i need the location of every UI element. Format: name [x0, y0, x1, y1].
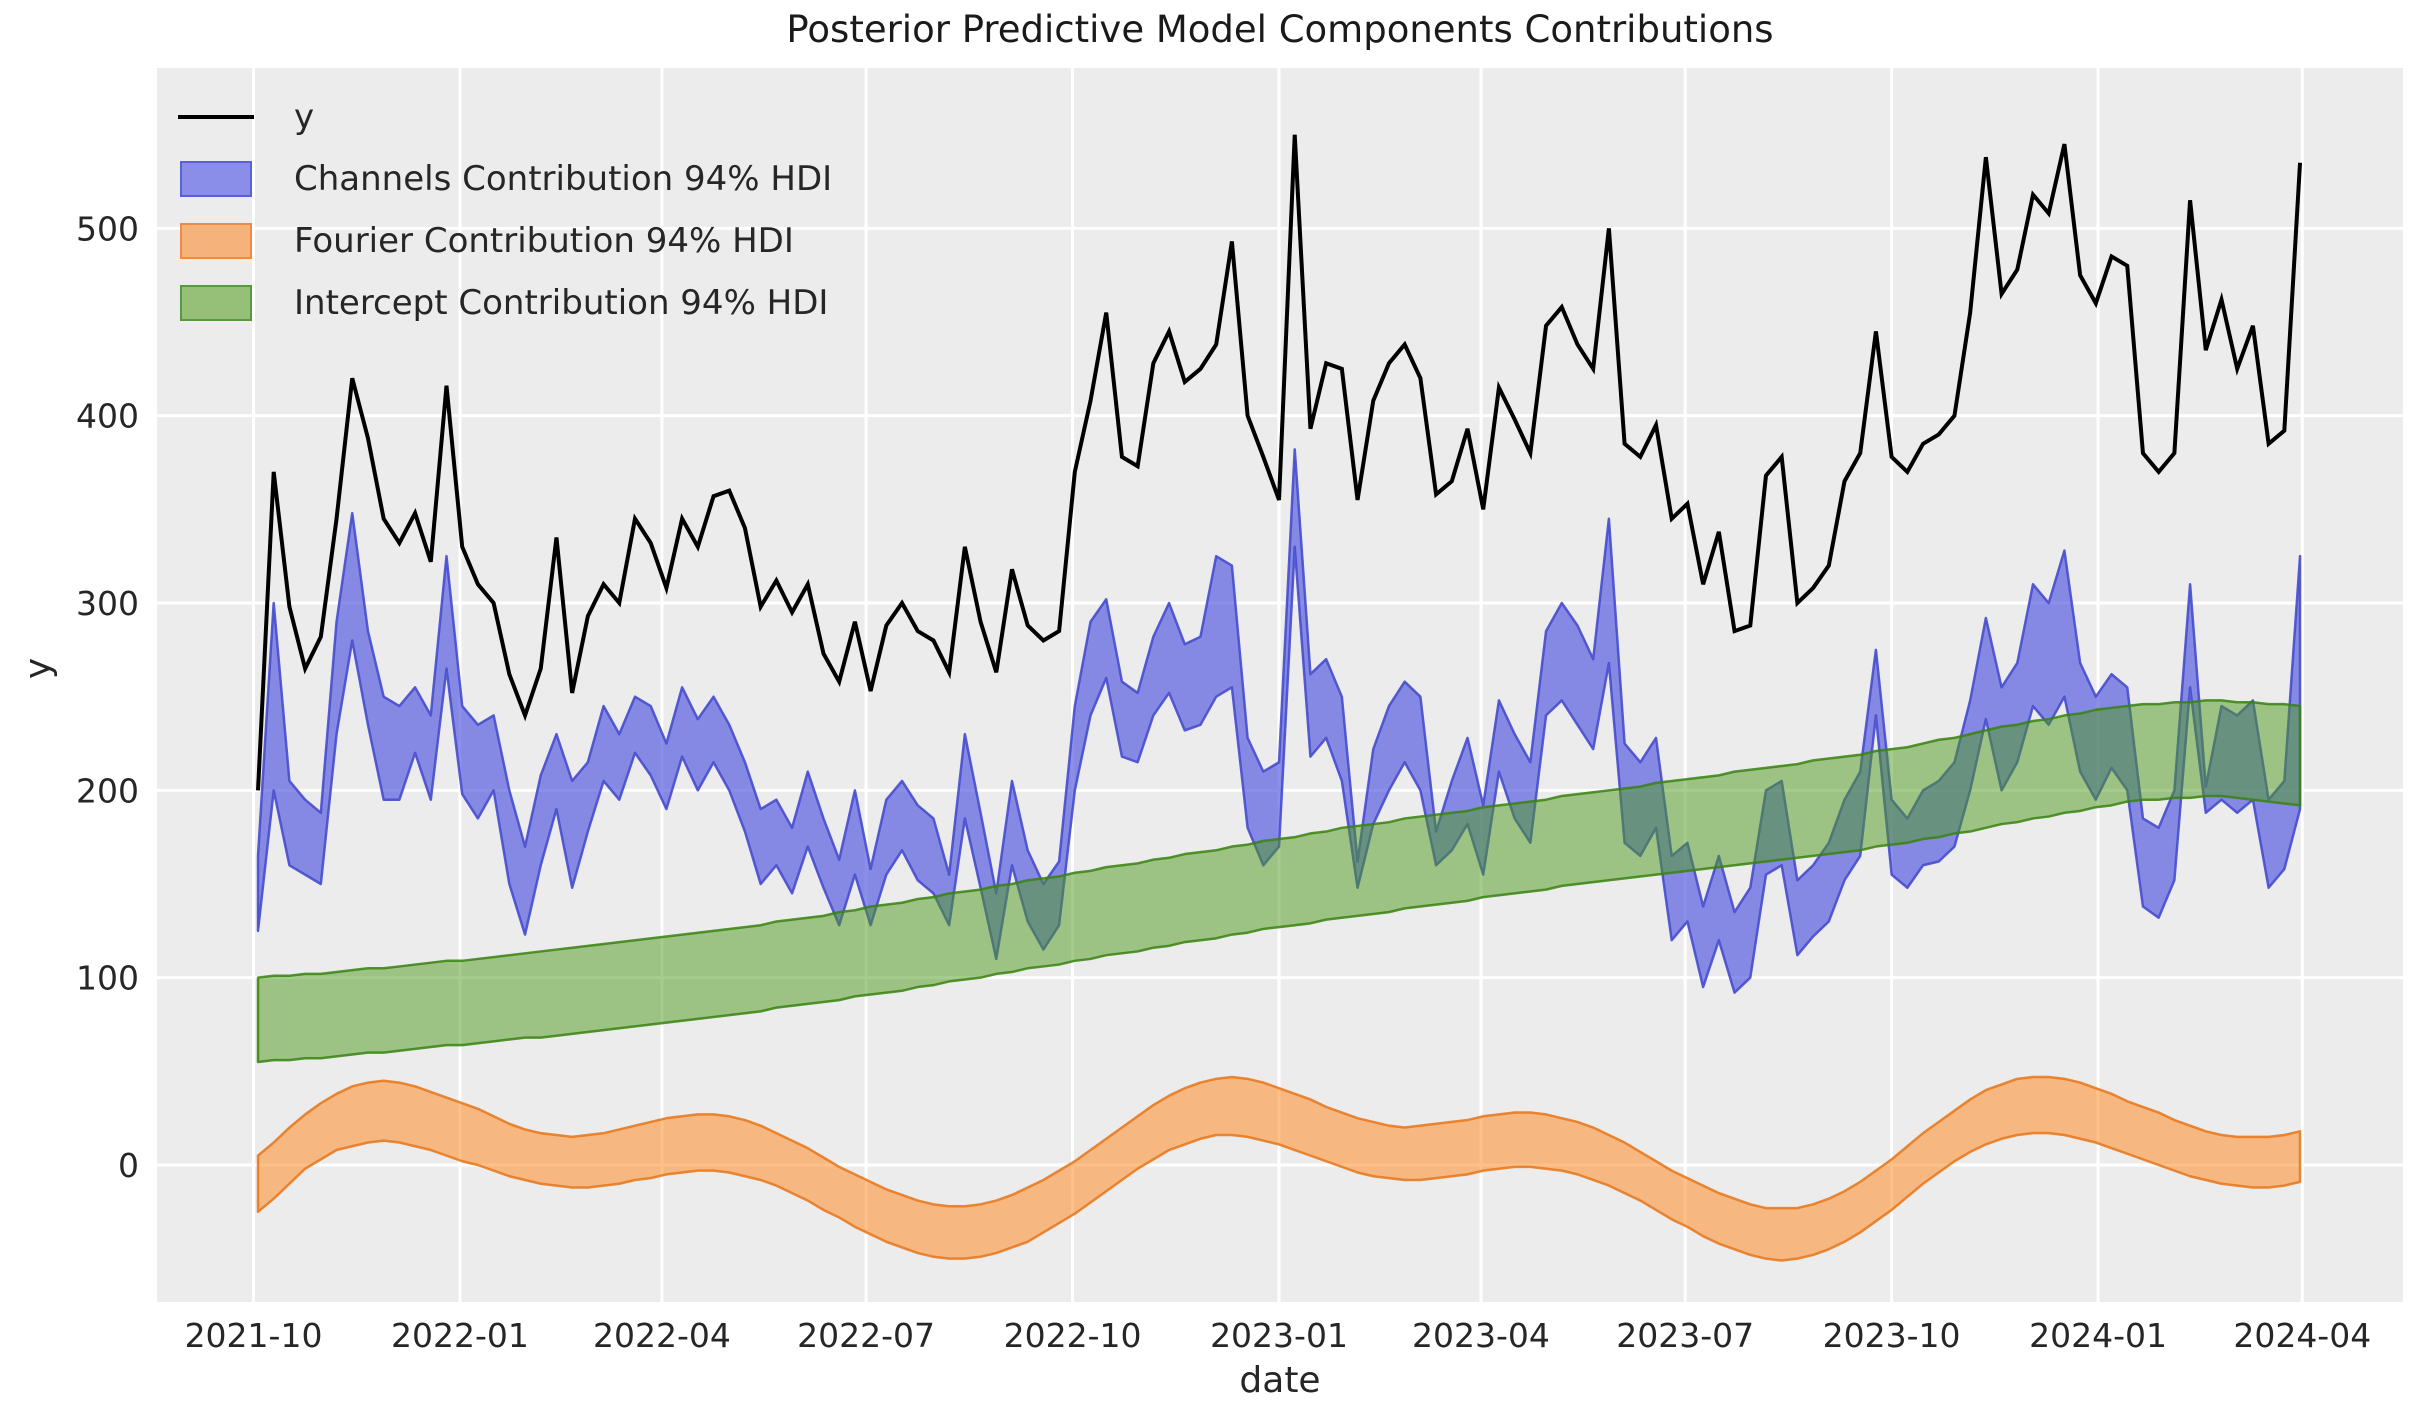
intercept-swatch	[178, 285, 254, 321]
fourier-swatch	[178, 223, 254, 259]
legend-item-intercept: Intercept Contribution 94% HDI	[178, 272, 832, 334]
y-tick-label: 400	[76, 397, 139, 436]
y-tick-label: 0	[118, 1146, 139, 1185]
legend-label: Intercept Contribution 94% HDI	[294, 283, 829, 323]
x-tick-label: 2023-10	[1823, 1316, 1961, 1355]
x-axis-label: date	[1239, 1360, 1321, 1401]
x-tick-label: 2022-04	[593, 1316, 731, 1355]
channels-swatch	[178, 161, 254, 197]
y-line-swatch	[178, 115, 254, 119]
y-line	[256, 134, 2303, 791]
x-tick-label: 2024-04	[2233, 1316, 2371, 1355]
tick-labels: 0 100 200 300 400 500 2021-10 2022-01 2022-04 202…	[76, 209, 2371, 1355]
legend-item-channels: Channels Contribution 94% HDI	[178, 148, 832, 210]
legend-label: Channels Contribution 94% HDI	[294, 159, 833, 199]
intercept-band	[256, 699, 2302, 1064]
legend-item-fourier: Fourier Contribution 94% HDI	[178, 210, 832, 272]
x-tick-label: 2024-01	[2029, 1316, 2167, 1355]
x-tick-label: 2022-07	[797, 1316, 935, 1355]
y-tick-label: 200	[76, 771, 139, 810]
fourier-band	[256, 1075, 2302, 1262]
legend-label: Fourier Contribution 94% HDI	[294, 221, 794, 261]
x-tick-label: 2023-04	[1412, 1316, 1550, 1355]
x-tick-label: 2023-01	[1210, 1316, 1348, 1355]
x-tick-label: 2022-01	[391, 1316, 529, 1355]
legend-label: y	[294, 97, 315, 137]
y-tick-label: 300	[76, 584, 139, 623]
x-tick-label: 2021-10	[185, 1316, 323, 1355]
x-tick-label: 2023-07	[1616, 1316, 1754, 1355]
y-axis-label: y	[17, 657, 59, 680]
x-tick-label: 2022-10	[1004, 1316, 1142, 1355]
y-tick-label: 100	[76, 959, 139, 998]
legend: y Channels Contribution 94% HDI Fourier …	[178, 86, 832, 334]
y-tick-label: 500	[76, 209, 139, 248]
legend-item-y: y	[178, 86, 832, 148]
chart-title: Posterior Predictive Model Components Co…	[786, 8, 1774, 51]
